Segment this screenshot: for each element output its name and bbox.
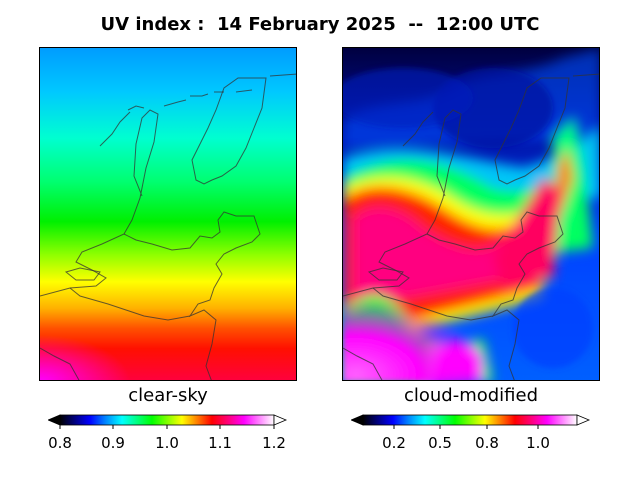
clear-sky-label: clear-sky: [128, 385, 208, 406]
clear-sky-tick-1: 0.9: [101, 434, 125, 452]
clear-sky-map: [40, 48, 296, 380]
cloud-modified-map: [343, 48, 599, 380]
clear-sky-colorbar: [48, 414, 288, 429]
clear-sky-tick-3: 1.1: [208, 434, 232, 452]
cloud-modified-tick-2: 0.8: [475, 434, 499, 452]
clear-sky-tick-4: 1.2: [262, 434, 286, 452]
cloud-modified-tick-3: 1.0: [526, 434, 550, 452]
cloud-modified-map-panel: [342, 47, 600, 381]
map-title: UV index : 14 February 2025 -- 12:00 UTC: [100, 14, 540, 35]
clear-sky-map-panel: [39, 47, 297, 381]
clear-sky-tick-2: 1.0: [155, 434, 179, 452]
coastline-outline: [343, 73, 599, 380]
clear-sky-tick-0: 0.8: [48, 434, 72, 452]
coastline-outline: [40, 73, 296, 380]
cloud-modified-colorbar: [351, 414, 591, 429]
cloud-modified-tick-1: 0.5: [428, 434, 452, 452]
cloud-modified-tick-0: 0.2: [382, 434, 406, 452]
cloud-modified-label: cloud-modified: [403, 385, 539, 406]
